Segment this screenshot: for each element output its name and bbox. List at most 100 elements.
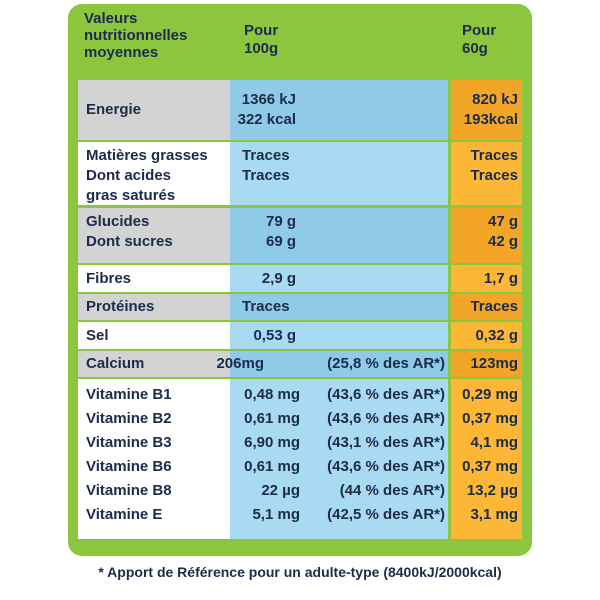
nutrient-name: Vitamine B6 — [86, 458, 172, 475]
header-text: nutritionnelles — [84, 27, 188, 44]
value-100g-text: 0,61 mg — [244, 410, 300, 427]
value-100g: 2,9 g — [236, 265, 296, 292]
nutrient-label: Glucides Dont sucres — [78, 208, 230, 263]
nutrient-name: Matières grasses — [86, 147, 208, 164]
value-100g-text: 69 g — [265, 233, 296, 250]
orange-cell: 123mg — [451, 351, 522, 377]
value-100g-text: 2,9 g — [261, 269, 296, 287]
nutrient-label: Vitamine B1 Vitamine B2 Vitamine B3 Vitamin… — [78, 379, 230, 539]
value-60g-text: Traces — [470, 147, 518, 164]
orange-cell: Traces Traces — [451, 142, 522, 205]
nutrient-name: Dont acides — [86, 167, 172, 184]
nutrient-label: Calcium — [78, 351, 230, 377]
blue-cell — [230, 322, 448, 349]
blue-cell — [230, 379, 448, 539]
nutrient-name: gras saturés — [86, 187, 176, 204]
nutrient-name: Protéines — [86, 298, 155, 315]
header-text: Valeurs — [84, 10, 138, 27]
nutrient-label: Sel — [78, 322, 230, 349]
value-100g-text: 6,90 mg — [244, 434, 300, 451]
value-100g-text: 5,1 mg — [252, 506, 300, 523]
value-100g: 79 g 69 g — [236, 208, 296, 263]
header-label: Valeurs nutritionnelles moyennes — [84, 10, 234, 74]
value-100g-text: Traces — [242, 167, 290, 184]
ar-text: (43,6 % des AR*) — [327, 458, 445, 475]
blue-cell — [230, 351, 448, 377]
ar-percent: (25,8 % des AR*) — [268, 351, 445, 377]
header-text: 60g — [462, 40, 488, 57]
ar-text: (42,5 % des AR*) — [327, 506, 445, 523]
nutrient-label: Matières grasses Dont acides gras saturés — [78, 142, 230, 205]
nutrient-name: Vitamine E — [86, 506, 163, 523]
nutrient-name: Fibres — [86, 269, 132, 287]
orange-cell: 47 g 42 g — [451, 208, 522, 263]
ar-text: (44 % des AR*) — [339, 482, 445, 499]
ar-text: (25,8 % des AR*) — [327, 355, 445, 372]
header-100g: Pour 100g — [244, 22, 324, 72]
nutrient-name: Energie — [86, 101, 142, 118]
value-60g-text: 47 g — [487, 213, 518, 230]
ar-text: (43,6 % des AR*) — [327, 410, 445, 427]
value-60g-text: 13,2 µg — [466, 482, 518, 499]
nutrient-name: Vitamine B2 — [86, 410, 172, 427]
value-60g-text: Traces — [470, 298, 518, 315]
header-60g: Pour 60g — [462, 22, 522, 72]
value-100g-text: 0,61 mg — [244, 458, 300, 475]
header-text: moyennes — [84, 44, 159, 61]
value-60g-text: 42 g — [487, 233, 518, 250]
value-100g-text: 0,53 g — [253, 326, 296, 344]
orange-cell: 820 kJ 193kcal — [451, 80, 522, 140]
header-text: 100g — [244, 40, 279, 57]
nutrient-name: Calcium — [86, 355, 145, 372]
orange-cell: 0,29 mg 0,37 mg 4,1 mg 0,37 mg 13,2 µg 3,1 mg — [451, 379, 522, 539]
blue-cell — [230, 265, 448, 292]
value-60g-text: 0,29 mg — [462, 386, 518, 403]
nutrient-name: Vitamine B3 — [86, 434, 172, 451]
value-100g: Traces — [236, 294, 296, 320]
nutrient-name: Dont sucres — [86, 233, 173, 250]
header-text: Pour — [462, 22, 497, 39]
orange-cell: 1,7 g — [451, 265, 522, 292]
blue-cell — [230, 80, 448, 140]
nutrient-name: Glucides — [86, 213, 150, 230]
value-60g-text: 193kcal — [463, 111, 518, 128]
blue-cell — [230, 294, 448, 320]
value-100g-text: 0,48 mg — [244, 386, 300, 403]
value-100g-text: Traces — [242, 298, 290, 315]
value-60g-text: 1,7 g — [483, 269, 518, 287]
value-60g-text: 0,37 mg — [462, 410, 518, 427]
ar-text: (43,1 % des AR*) — [327, 434, 445, 451]
nutrient-name: Sel — [86, 326, 109, 344]
value-60g-text: 0,37 mg — [462, 458, 518, 475]
nutrient-label: Protéines — [78, 294, 230, 320]
nutrient-name: Vitamine B1 — [86, 386, 172, 403]
value-100g-text: 206mg — [216, 355, 264, 372]
blue-cell — [230, 142, 448, 205]
value-100g: 0,53 g — [236, 322, 296, 349]
value-60g-text: 3,1 mg — [470, 506, 518, 523]
value-100g: 206mg — [216, 351, 264, 377]
value-100g: 1366 kJ 322 kcal — [236, 80, 296, 140]
orange-cell: 0,32 g — [451, 322, 522, 349]
value-60g-text: 820 kJ — [472, 91, 518, 108]
blue-cell — [230, 208, 448, 263]
value-60g-text: 4,1 mg — [470, 434, 518, 451]
header-text: Pour — [244, 22, 279, 39]
value-100g-text: 79 g — [265, 213, 296, 230]
nutrient-label: Fibres — [78, 265, 230, 292]
nutrient-name: Vitamine B8 — [86, 482, 172, 499]
value-100g: 0,48 mg 0,61 mg 6,90 mg 0,61 mg 22 µg 5,1 mg — [232, 379, 300, 539]
value-60g-text: Traces — [470, 167, 518, 184]
orange-cell: Traces — [451, 294, 522, 320]
value-100g-text: 322 kcal — [237, 111, 296, 128]
value-60g-text: 123mg — [470, 355, 518, 372]
value-100g-text: 1366 kJ — [241, 91, 296, 108]
ar-percent: (43,6 % des AR*) (43,6 % des AR*) (43,1 % … — [268, 379, 445, 539]
nutrient-label: Energie — [78, 80, 230, 140]
value-100g-text: Traces — [242, 147, 290, 164]
footnote: * Apport de Référence pour un adulte-typ… — [98, 564, 502, 580]
ar-text: (43,6 % des AR*) — [327, 386, 445, 403]
value-60g-text: 0,32 g — [475, 326, 518, 344]
value-100g: Traces Traces — [236, 142, 296, 205]
